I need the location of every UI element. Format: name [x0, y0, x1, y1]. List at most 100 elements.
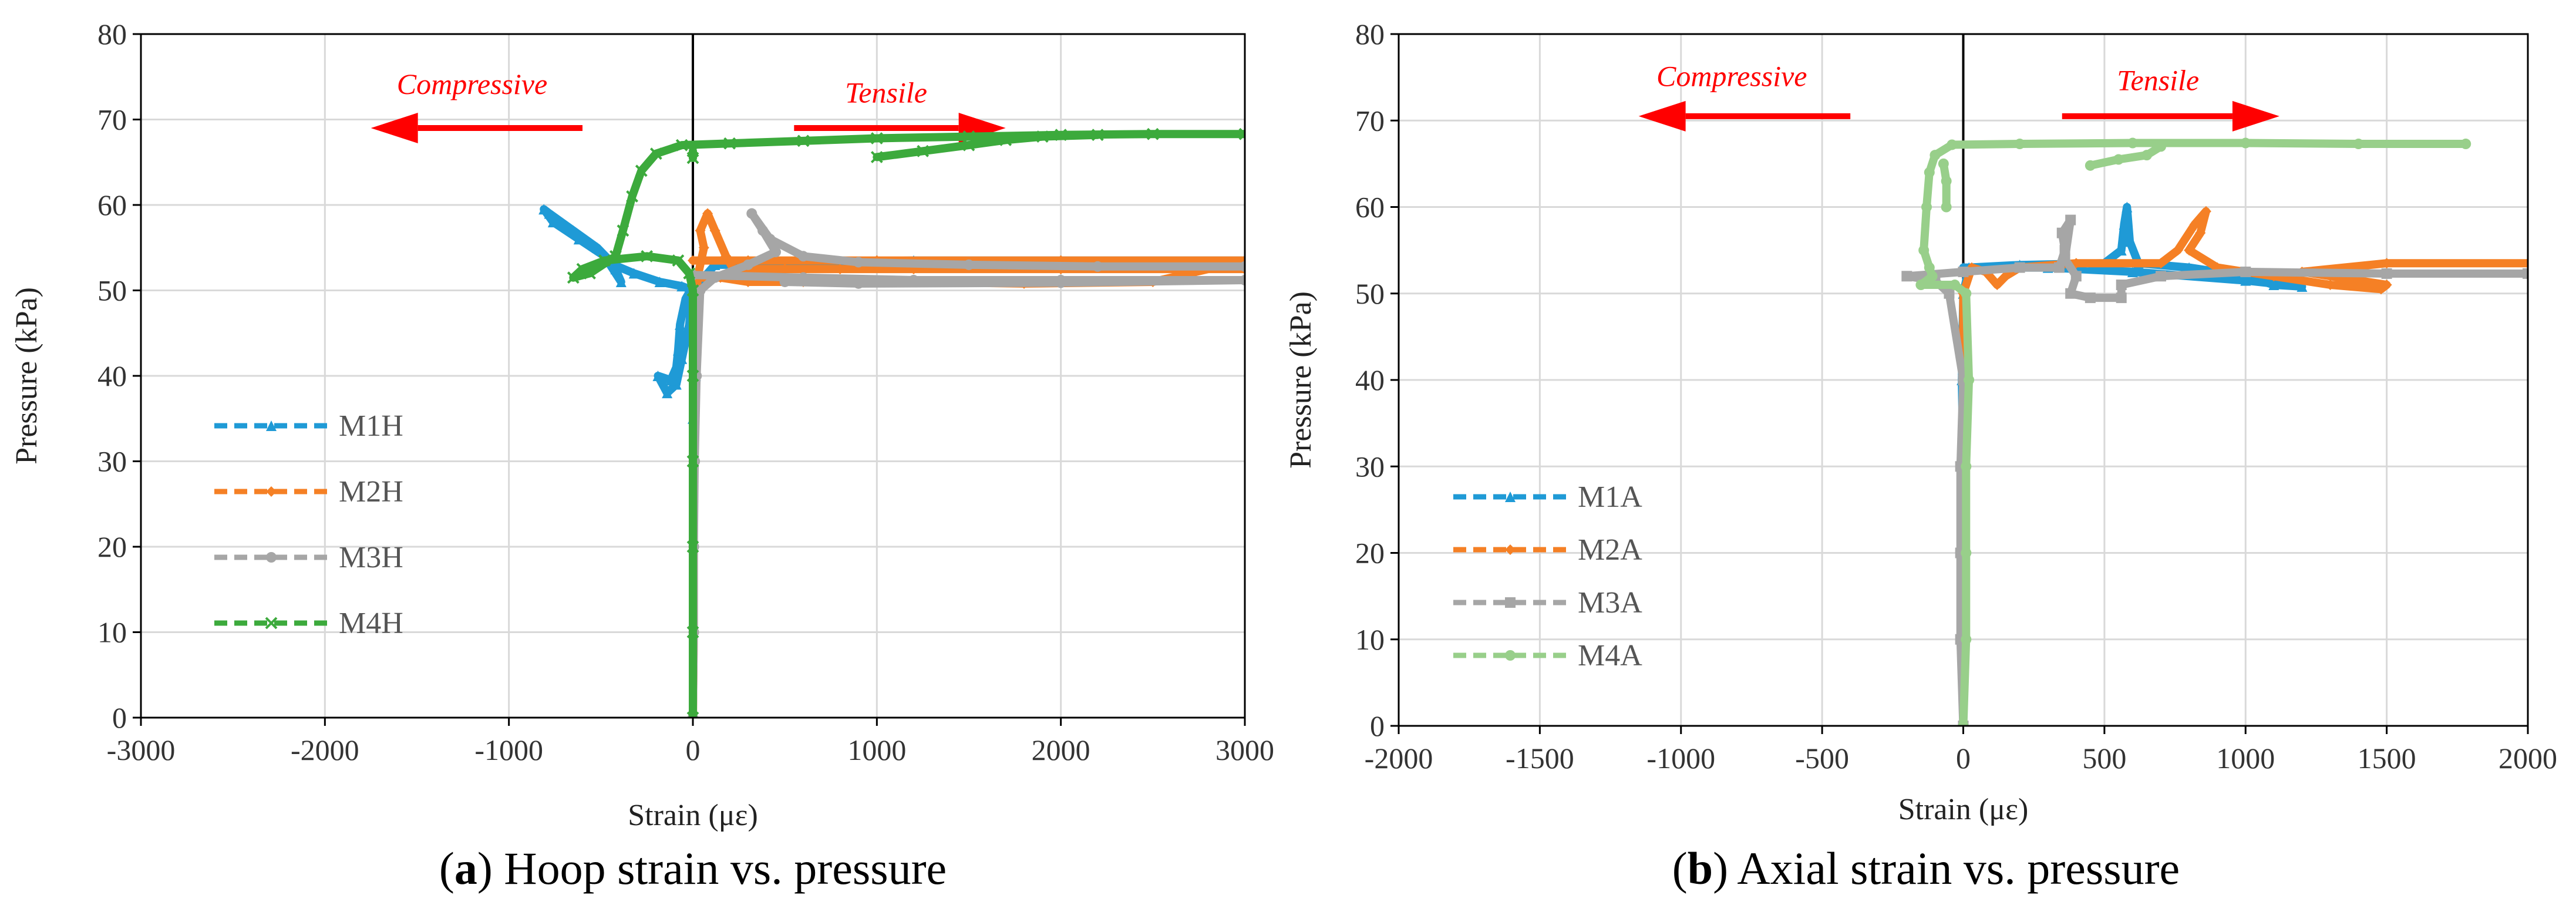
- panel-a: 0 10 20 30 40 50 60 70 80 -3000 -2000 -1000 0 1000 200…: [10, 18, 1274, 894]
- panel-b-series-m2a-point: [1992, 280, 2003, 291]
- panel-a-series-m3h-loop-line: [689, 271, 1245, 288]
- panel-a-series-m3h-point: [770, 247, 781, 258]
- panel-a-legend: M1H M2H M3H M4H: [214, 409, 403, 640]
- panel-b-xtick-label: -1500: [1506, 742, 1574, 775]
- panel-b-series-m2a-point: [2195, 227, 2206, 238]
- panel-b-frame: [1398, 33, 2529, 727]
- panel-b-series-m4a-branch-point: [2085, 160, 2096, 171]
- panel-b-series-m4a-point: [1927, 271, 1938, 282]
- panel-a-series-m1h-point: [592, 242, 603, 253]
- panel-b-legend-item: M1A: [1453, 480, 1642, 514]
- panel-b-series-m4a-branch-point: [2156, 141, 2167, 152]
- panel-a-series-m2h-point: [779, 264, 790, 275]
- panel-a-series-m4h-point: [686, 369, 699, 382]
- panel-b-series-m4a-vert: [1938, 158, 1952, 213]
- panel-b-ytick-label: 30: [1355, 450, 1385, 483]
- panel-b-series-m4a-point: [1964, 375, 1975, 385]
- panel-a-series-m3h-point: [1240, 261, 1245, 272]
- panel-b-ytick-label: 40: [1355, 364, 1385, 396]
- panel-a-series-m1h-lower-point: [709, 259, 720, 270]
- panel-a-series-m4h-branch-point: [1091, 129, 1104, 142]
- panel-b-ytick-label: 0: [1370, 709, 1385, 742]
- panel-b-series-m1a-point: [2296, 281, 2308, 292]
- panel-a-legend-label: M4H: [339, 607, 403, 640]
- panel-a-series-m4h-point: [870, 132, 883, 144]
- panel-a-series-m1h-point: [547, 217, 558, 228]
- panel-b-series-m4a-point: [2127, 137, 2138, 149]
- panel-a-series-m3h-point: [798, 251, 809, 262]
- panel-a-series-m3h-loop-point: [798, 272, 809, 283]
- panel-a-series-m1h-lower-point: [676, 353, 688, 364]
- panel-a-series-m4h-point: [567, 271, 580, 284]
- panel-a-series-m3h-point: [964, 259, 974, 270]
- panel-b-series-m4a-point: [1961, 288, 1972, 299]
- panel-b-caption-letter: b: [1688, 843, 1713, 894]
- panel-b-series-m2a-point: [2381, 258, 2392, 269]
- panel-a-annotation-text: Compressive: [397, 68, 547, 100]
- panel-a-series-m4h-point: [723, 137, 736, 150]
- panel-a-series-m3h-point: [757, 225, 769, 236]
- panel-b-series-m1a-point: [2268, 280, 2279, 291]
- panel-b-series-m2a-point: [2156, 258, 2167, 269]
- panel-a-series-m4h-point: [649, 147, 662, 160]
- panel-a-series-m1h-lower-point: [672, 345, 683, 356]
- panel-a-series-m1h-point: [573, 234, 584, 245]
- panel-a-series-m4h-branch-point: [1036, 130, 1049, 143]
- panel-b-series-m4a-point: [1924, 167, 1935, 178]
- panel-b-series-m4a-point: [1915, 280, 1927, 291]
- panel-b-ytick-label: 80: [1355, 18, 1385, 51]
- panel-b-series-m4a-point: [1958, 721, 1969, 726]
- panel-a-series-m4h-point: [675, 139, 688, 152]
- panel-b-series-m3a-line: [1902, 216, 2528, 726]
- panel-a-series-m4h-point: [672, 254, 685, 267]
- panel-a-series-m4h-point: [797, 134, 810, 147]
- panel-b-legend-label: M4A: [1578, 639, 1642, 672]
- panel-b-series-m4a: [1915, 137, 2471, 726]
- panel-a-annotation-compressive: Compressive: [371, 68, 582, 144]
- panel-a-series-m3h-loop-point: [908, 275, 919, 286]
- panel-a-series-m4h-point: [626, 190, 639, 203]
- panel-a-legend-label: M1H: [339, 409, 403, 443]
- panel-b-series-m2a-point: [2200, 206, 2211, 217]
- panel-a-caption-letter: a: [454, 843, 477, 894]
- panel-b-legend-marker: [1505, 650, 1516, 661]
- panel-a-series-m4h-point: [598, 254, 611, 267]
- panel-b-series-m3a-point: [2065, 288, 2076, 299]
- panel-b-xtick-label: -2000: [1365, 742, 1433, 775]
- panel-a-ytick-label: 80: [97, 18, 127, 51]
- panel-b-series-m4a-branch-point: [2141, 150, 2152, 161]
- panel-b-series-m1a-point: [2116, 245, 2127, 256]
- panel-a-series-m4h-branch-point: [917, 144, 930, 157]
- panel-b-series-m3a-point: [2116, 280, 2127, 291]
- panel-a-series-m1h-lower-point: [680, 294, 691, 305]
- panel-a-series-m1h-lower-point: [662, 388, 673, 399]
- panel-a-series-m4h-point: [683, 267, 696, 280]
- panel-a-ytick-label: 10: [97, 616, 127, 649]
- panel-b-series-m3a-point: [2059, 245, 2070, 256]
- panel-a-series-m3h-loop-point: [853, 278, 864, 289]
- panel-b-series-m2a-point: [2172, 245, 2183, 256]
- panel-b-series-m3a-point: [2065, 214, 2076, 226]
- panel-a-series-m4h-point: [1238, 127, 1245, 140]
- panel-a-series-m1h-point: [610, 264, 621, 275]
- panel-b-series-m2a-point: [2000, 271, 2011, 282]
- panel-a-series-m1h-lower-point: [671, 379, 682, 390]
- panel-a-series-m1h-point: [676, 281, 688, 292]
- panel-a-series-m2h-point: [709, 225, 720, 236]
- panel-a-ytick-label: 60: [97, 189, 127, 221]
- panel-a-series-m2h-point: [695, 225, 706, 236]
- panel-a-series-m3h-point: [853, 257, 864, 268]
- panel-b-xtick-label: 2000: [2498, 742, 2557, 775]
- panel-b-series-m4a-point: [1947, 139, 1958, 150]
- panel-a-series-m1h-point: [628, 268, 639, 279]
- panel-a-caption: (a) Hoop strain vs. pressure: [439, 843, 947, 894]
- panel-a-legend-marker: [266, 486, 277, 497]
- panel-b-legend-item: M3A: [1453, 586, 1642, 620]
- panel-b-series-m3a-point: [2523, 268, 2528, 279]
- panel-b-series-m4a-point: [2240, 137, 2251, 149]
- panel-a-series-m3h-loop-point: [779, 276, 790, 287]
- panel-b-legend-marker: [1505, 492, 1516, 502]
- panel-a-series-m1h-lower-point: [675, 319, 686, 330]
- panel-a-series-m4h-top-point: [686, 144, 699, 157]
- panel-a-series-m1h-point: [568, 225, 579, 236]
